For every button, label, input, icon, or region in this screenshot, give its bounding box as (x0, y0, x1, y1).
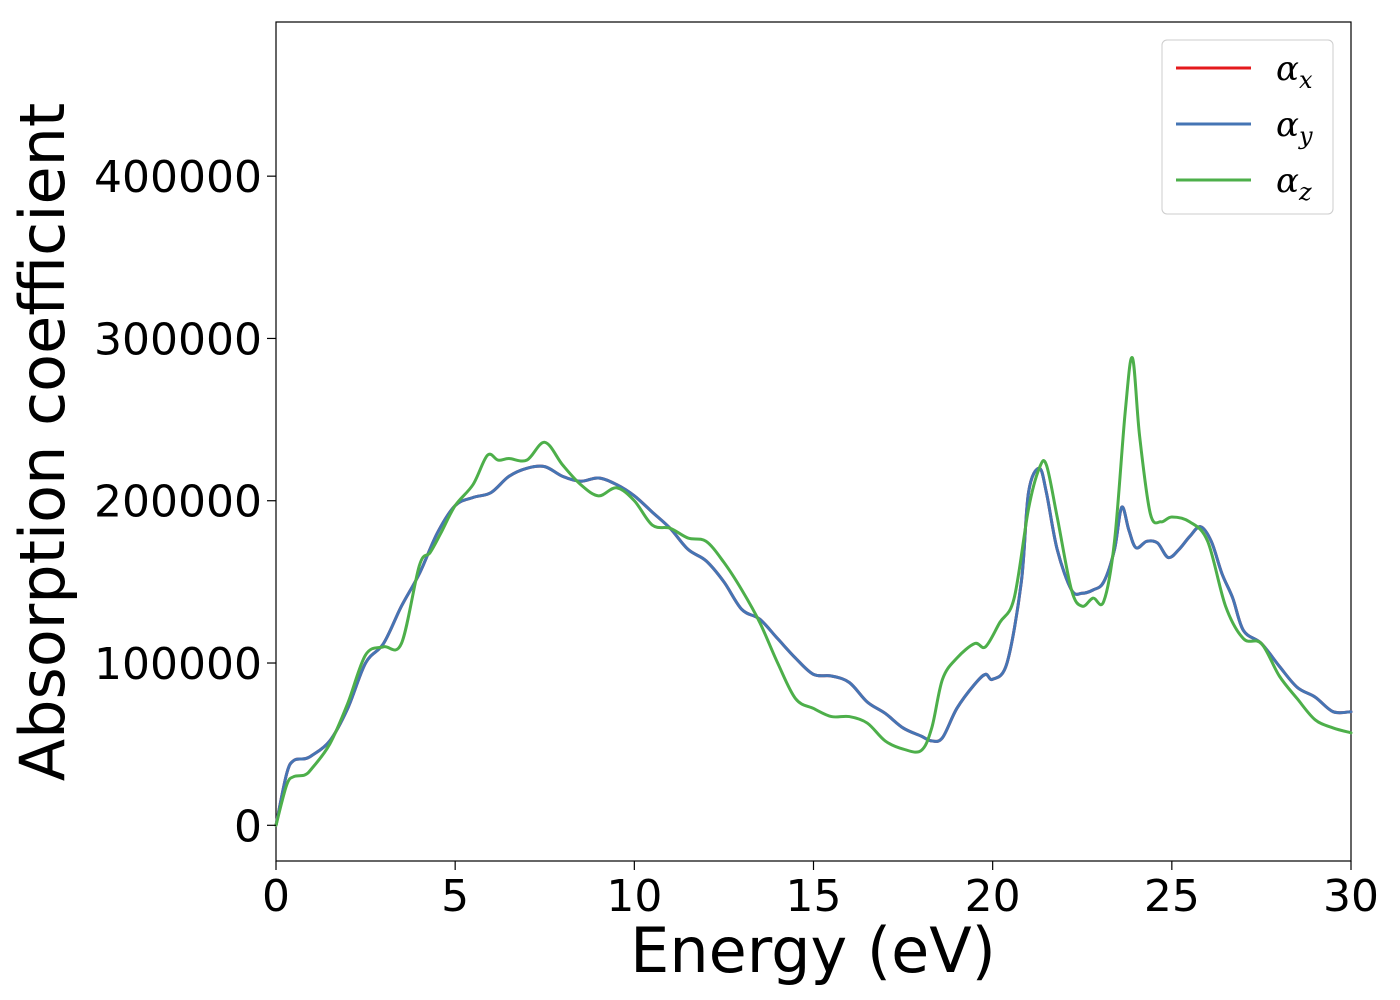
series-lines (274, 356, 1353, 827)
x-tick-label: 15 (786, 871, 842, 922)
x-tick-label: 20 (965, 871, 1021, 922)
y-tick-label: 0 (234, 801, 262, 852)
x-axis-label: Energy (eV) (630, 914, 996, 987)
x-tick-label: 5 (441, 871, 469, 922)
y-tick-label: 400000 (94, 152, 262, 203)
x-tick-label: 0 (262, 871, 290, 922)
y-tick-label: 200000 (94, 477, 262, 528)
series-line-alpha-y (274, 464, 1353, 827)
y-tick-label: 300000 (94, 314, 262, 365)
y-axis-ticks: 0 100000 200000 300000 400000 (94, 152, 276, 852)
series-line-alpha-x (274, 464, 1353, 827)
x-tick-label: 30 (1323, 871, 1379, 922)
x-axis-ticks: 0 5 10 15 20 25 30 (262, 861, 1379, 922)
legend-frame (1161, 39, 1334, 215)
y-tick-label: 100000 (94, 639, 262, 690)
series-line-alpha-z (274, 356, 1353, 827)
x-tick-label: 25 (1144, 871, 1200, 922)
x-tick-label: 10 (606, 871, 662, 922)
y-axis-label: Absorption coefficient (6, 103, 79, 782)
legend-label-alpha-y: αy (1276, 105, 1313, 150)
